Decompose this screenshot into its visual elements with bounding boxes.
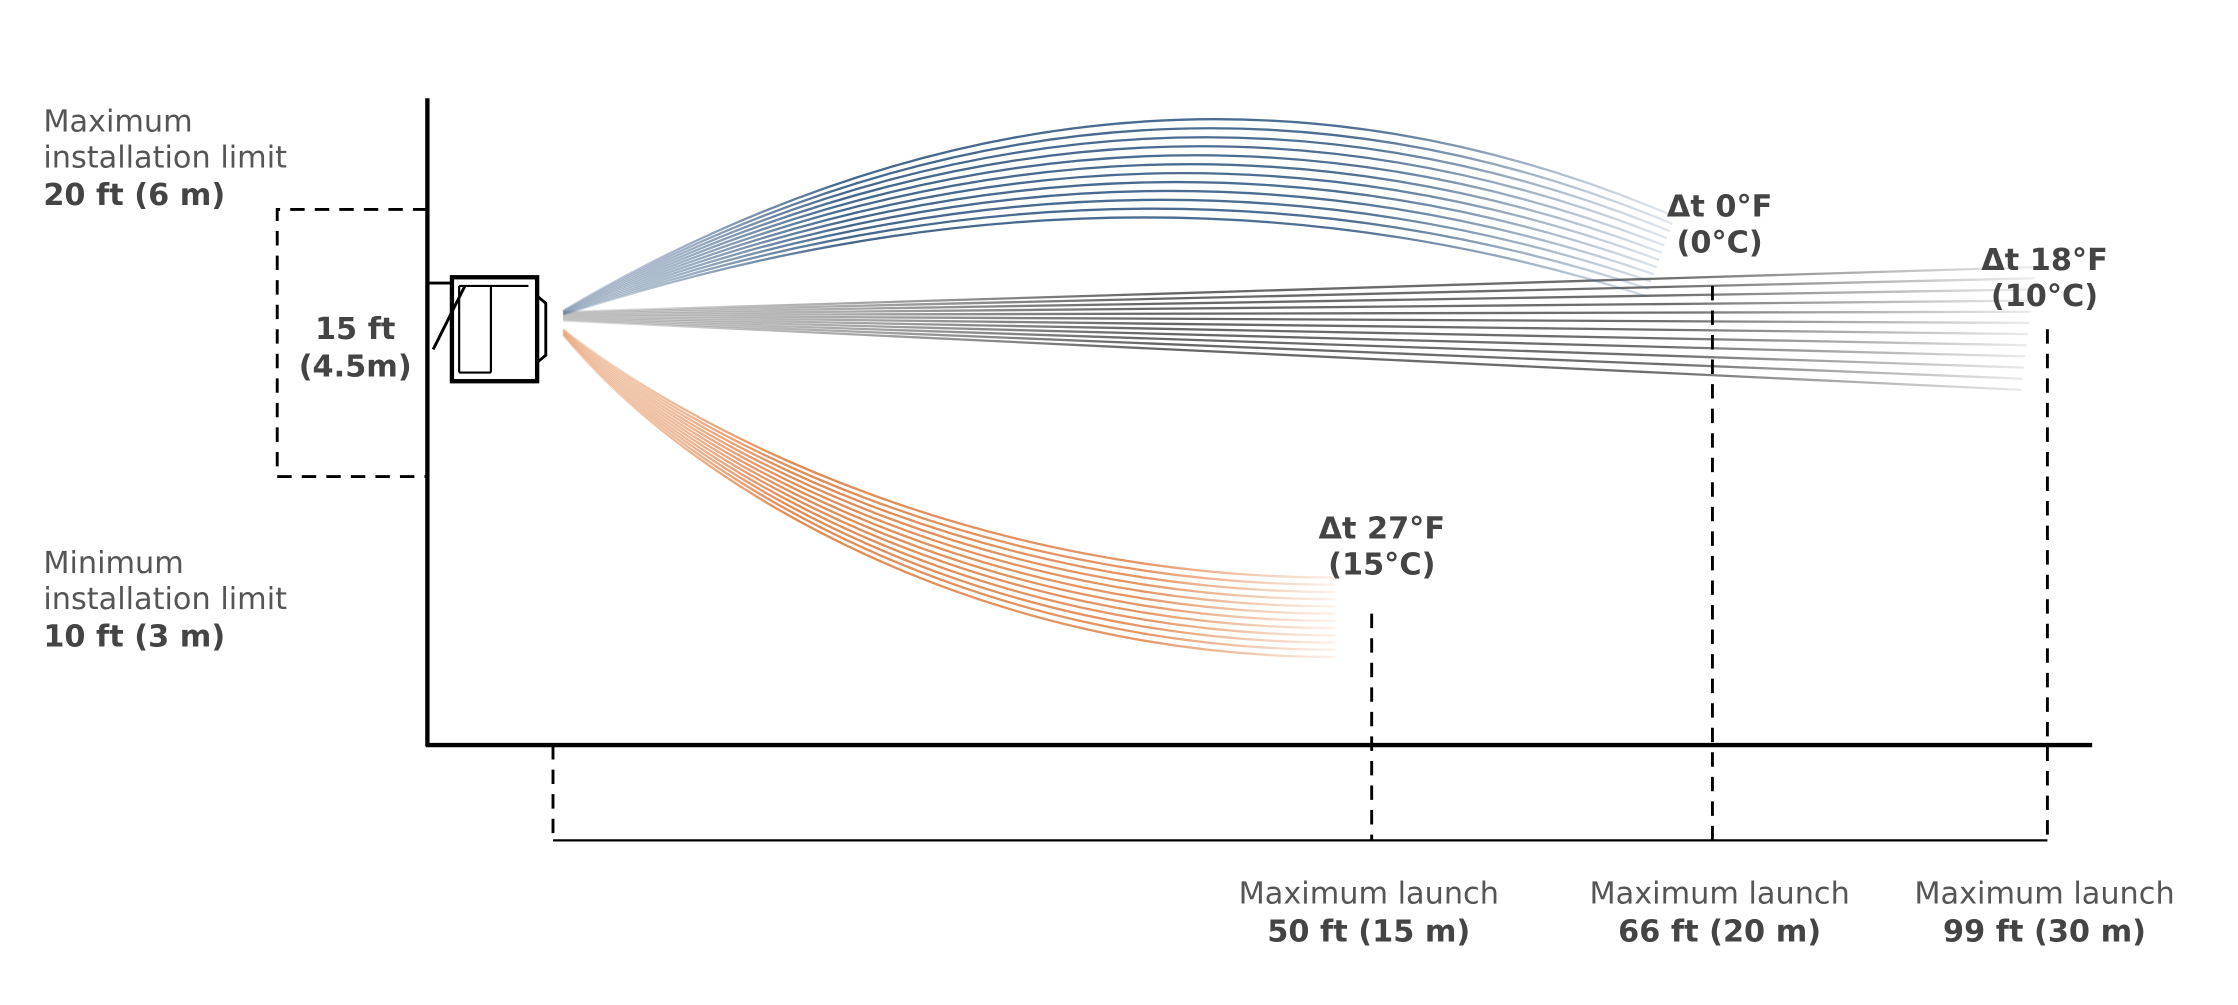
unit-height: 15 ft <box>315 312 395 347</box>
air-stream-line <box>562 328 1336 586</box>
limit-label: installation limit <box>43 140 287 175</box>
unit-height: (4.5m) <box>299 350 412 385</box>
stream-label: Δt 27°F <box>1319 511 1446 546</box>
stream-label: (0°C) <box>1677 226 1763 261</box>
launch-value: 99 ft (30 m) <box>1943 914 2146 949</box>
launch-label: Maximum launch <box>1914 877 2174 912</box>
limit-value: 20 ft (6 m) <box>43 178 225 213</box>
limit-label: Minimum <box>43 546 183 581</box>
air-stream-line <box>562 145 1668 313</box>
heater-unit <box>427 275 548 384</box>
launch-value: 66 ft (20 m) <box>1618 914 1821 949</box>
stream-label: (15°C) <box>1328 548 1435 583</box>
launch-label: Maximum launch <box>1239 877 1499 912</box>
air-stream-line <box>562 189 1655 315</box>
air-stream-line <box>562 334 1336 659</box>
air-stream-line <box>562 332 1336 637</box>
air-stream-line <box>562 329 1336 594</box>
launch-value: 50 ft (15 m) <box>1267 914 1470 949</box>
air-stream-line <box>562 333 1336 651</box>
air-stream-line <box>562 207 1650 316</box>
air-stream-line <box>563 319 2022 392</box>
stream-label: Δt 18°F <box>1981 243 2108 278</box>
stream-label: Δt 0°F <box>1667 189 1772 224</box>
air-stream-line <box>563 318 2023 380</box>
limit-label: Maximum <box>43 104 192 139</box>
air-stream-line <box>562 330 1336 608</box>
air-stream-line <box>563 265 2036 314</box>
air-stream-line <box>562 198 1652 316</box>
limit-value: 10 ft (3 m) <box>43 620 225 655</box>
air-stream-line <box>562 333 1336 644</box>
air-stream-line <box>563 317 2025 369</box>
air-stream-line <box>562 331 1336 615</box>
air-stream-line <box>563 288 2034 315</box>
air-stream-line <box>563 277 2035 314</box>
air-stream-line <box>563 315 2029 336</box>
air-stream-line <box>563 299 2032 316</box>
stream-label: (10°C) <box>1991 279 2098 314</box>
air-stream-line <box>562 154 1665 314</box>
air-stream-line <box>562 329 1336 601</box>
air-stream-line <box>563 316 2027 347</box>
air-stream-line <box>563 310 2031 317</box>
air-stream-line <box>562 163 1663 314</box>
air-stream-line <box>563 314 2030 325</box>
air-stream-line <box>562 332 1336 630</box>
air-stream-line <box>562 328 1336 579</box>
air-stream-line <box>562 171 1660 314</box>
air-stream-line <box>562 216 1647 316</box>
height-bracket <box>275 207 428 478</box>
limit-label: installation limit <box>43 582 287 617</box>
air-stream-line <box>562 180 1657 315</box>
air-stream-line <box>562 331 1336 623</box>
air-streams <box>562 118 2036 659</box>
air-stream-line <box>562 127 1673 312</box>
air-stream-line <box>562 136 1671 313</box>
air-stream-line <box>562 118 1676 312</box>
launch-label: Maximum launch <box>1590 877 1850 912</box>
air-stream-line <box>563 317 2026 358</box>
